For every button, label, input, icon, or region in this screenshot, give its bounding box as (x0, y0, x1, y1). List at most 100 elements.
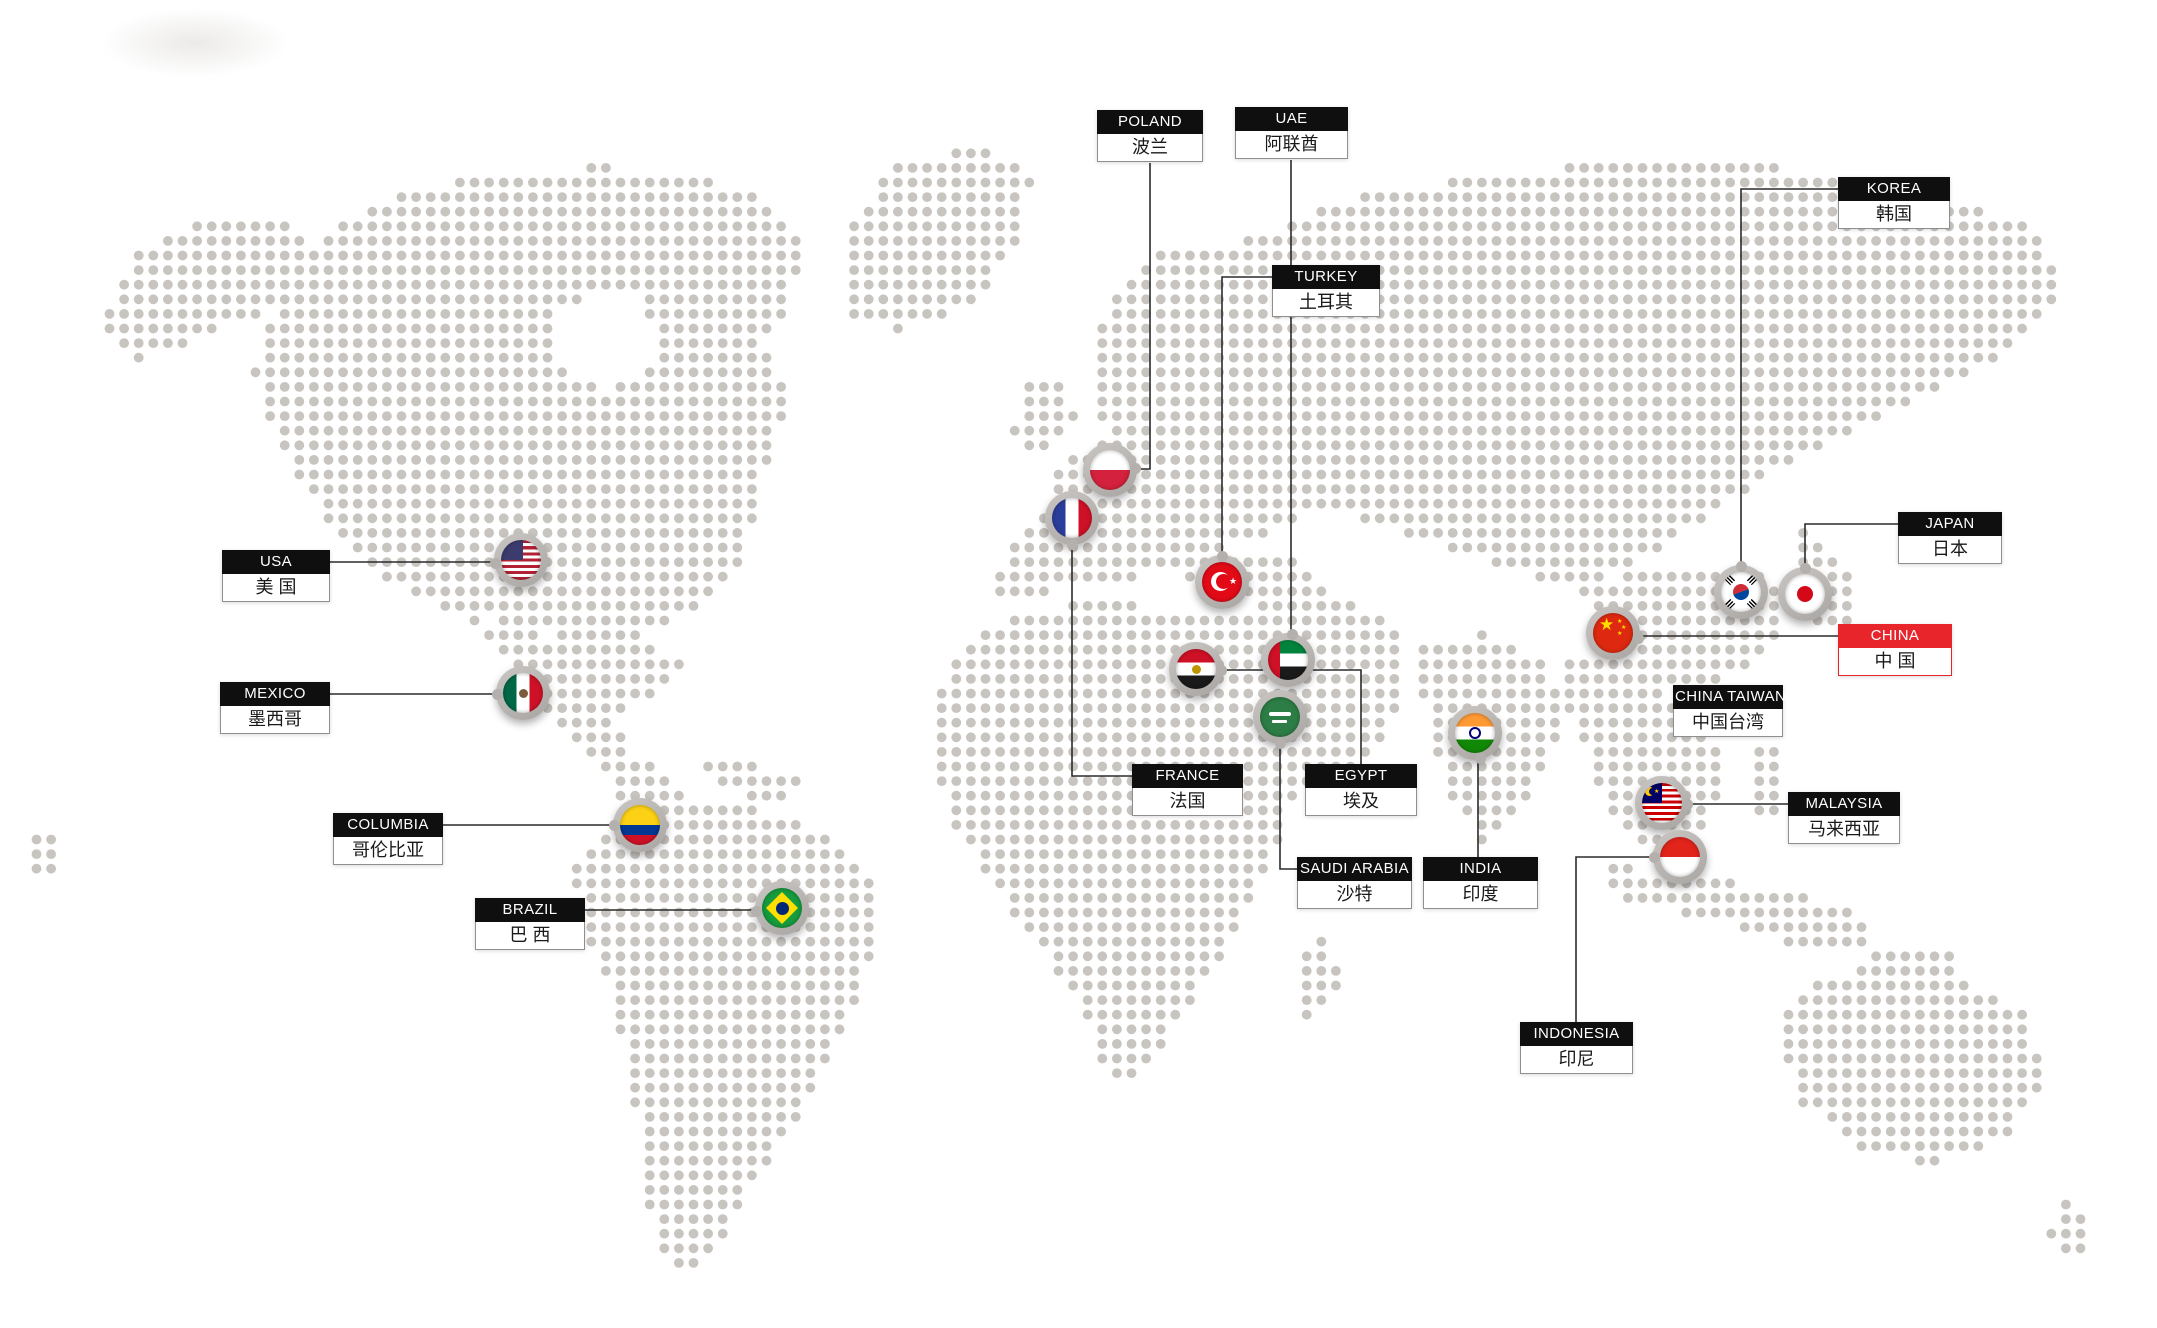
connector-line-indonesia (1575, 856, 1664, 1022)
connector-line-france (1071, 532, 1132, 777)
trigram-emblem (1723, 573, 1736, 586)
country-label: POLAND 波兰 (1097, 110, 1203, 162)
country-name-zh: 韩国 (1838, 201, 1950, 229)
big-star-emblem: ★ (1599, 615, 1615, 634)
country-name-en: TURKEY (1272, 265, 1380, 289)
country-label: MALAYSIA 马来西亚 (1788, 792, 1900, 844)
flag-icon: ★ (1202, 562, 1242, 602)
flag-pin-poland (1083, 443, 1142, 497)
country-label: CHINA 中 国 (1838, 624, 1952, 676)
flag-pin-india (1448, 706, 1502, 764)
small-star-emblem: ★ (1621, 625, 1627, 631)
pin-connector-tab (1735, 560, 1747, 572)
country-name-en: MALAYSIA (1788, 792, 1900, 816)
pin-connector-tab (1682, 799, 1694, 811)
country-name-zh: 中 国 (1838, 648, 1952, 676)
country-label: KOREA 韩国 (1838, 177, 1950, 229)
country-name-zh: 美 国 (222, 574, 330, 602)
country-label: MEXICO 墨西哥 (220, 682, 330, 734)
country-name-en: CHINA (1838, 624, 1952, 648)
flag-icon (1090, 450, 1130, 490)
star-emblem: ★ (1229, 576, 1238, 586)
country-label: TURKEY 土耳其 (1272, 265, 1380, 317)
country-name-en: BRAZIL (475, 898, 585, 922)
flag-icon: ★ (1642, 783, 1682, 823)
small-star-emblem: ★ (1617, 619, 1623, 625)
country-name-en: SAUDI ARABIA (1297, 857, 1412, 881)
pin-connector-tab (1274, 737, 1286, 749)
pin-connector-tab (1216, 665, 1228, 677)
flag-icon (1660, 837, 1700, 877)
globe-emblem (775, 901, 789, 915)
flag-pin-uae (1261, 628, 1315, 687)
pin-connector-tab (1799, 562, 1811, 574)
flag-icon (620, 805, 660, 845)
pin-connector-tab (489, 557, 501, 569)
flag-icon (503, 673, 543, 713)
country-name-zh: 马来西亚 (1788, 816, 1900, 844)
flag-pin-mexico (491, 666, 550, 720)
flag-icon (762, 888, 802, 928)
pin-connector-tab (750, 906, 762, 918)
coat-of-arms-emblem (1191, 664, 1201, 674)
pin-connector-tab (491, 689, 503, 701)
connector-line-turkey (1221, 276, 1272, 560)
shahada-script-emblem (1269, 712, 1291, 716)
coat-of-arms-emblem (518, 688, 528, 698)
country-name-en: KOREA (1838, 177, 1950, 201)
taegeuk-emblem (1733, 584, 1749, 600)
flag-icon (1455, 713, 1495, 753)
country-label: FRANCE 法国 (1132, 764, 1243, 816)
chakra-emblem (1469, 727, 1481, 739)
trigram-emblem (1746, 598, 1759, 611)
country-label: USA 美 国 (222, 550, 330, 602)
flag-pin-malaysia: ★ (1635, 776, 1694, 830)
flag-pin-turkey: ★ (1195, 550, 1249, 609)
pin-connector-tab (1216, 550, 1228, 562)
sword-emblem (1272, 720, 1287, 723)
flag-icon (1260, 697, 1300, 737)
pin-connector-tab (1474, 752, 1486, 764)
pin-connector-tab (1130, 462, 1142, 474)
crescent-cut-emblem (1649, 788, 1656, 795)
pin-connector-tab (1286, 628, 1298, 640)
flag-pin-saudi-arabia (1253, 690, 1307, 749)
country-name-en: POLAND (1097, 110, 1203, 134)
pin-connector-tab (1648, 851, 1660, 863)
flag-pin-indonesia (1648, 830, 1707, 884)
country-name-en: CHINA TAIWAN (1673, 685, 1786, 709)
pin-connector-tab (608, 819, 620, 831)
star-emblem: ★ (1654, 789, 1660, 795)
country-name-zh: 哥伦比亚 (333, 837, 443, 865)
small-star-emblem: ★ (1617, 631, 1623, 637)
connector-line-japan (1804, 523, 1898, 574)
country-name-en: EGYPT (1305, 764, 1417, 788)
flag-pin-brazil (750, 881, 809, 935)
flag-pin-columbia (608, 798, 667, 852)
country-label: JAPAN 日本 (1898, 512, 2002, 564)
flag-icon (1176, 649, 1216, 689)
connector-line-korea (1740, 188, 1838, 573)
country-label: BRAZIL 巴 西 (475, 898, 585, 950)
country-name-zh: 日本 (1898, 536, 2002, 564)
flag-icon (1052, 498, 1092, 538)
connector-line-poland (1126, 163, 1151, 470)
flag-pin-france (1045, 491, 1099, 550)
flag-pin-korea (1714, 560, 1768, 619)
country-name-zh: 沙特 (1297, 881, 1412, 909)
country-label: INDIA 印度 (1423, 857, 1538, 909)
country-name-zh: 墨西哥 (220, 706, 330, 734)
trigram-emblem (1746, 573, 1759, 586)
crescent-cut-emblem (1216, 574, 1231, 589)
country-name-en: UAE (1235, 107, 1348, 131)
flag-icon (1721, 572, 1761, 612)
country-label: COLUMBIA 哥伦比亚 (333, 813, 443, 865)
flag-pin-china: ★ ★ ★ ★ (1586, 606, 1644, 660)
flag-pin-japan (1778, 562, 1832, 621)
country-label: EGYPT 埃及 (1305, 764, 1417, 816)
country-name-en: COLUMBIA (333, 813, 443, 837)
country-name-zh: 阿联酋 (1235, 131, 1348, 159)
pin-connector-tab (1066, 538, 1078, 550)
flag-icon (1785, 574, 1825, 614)
